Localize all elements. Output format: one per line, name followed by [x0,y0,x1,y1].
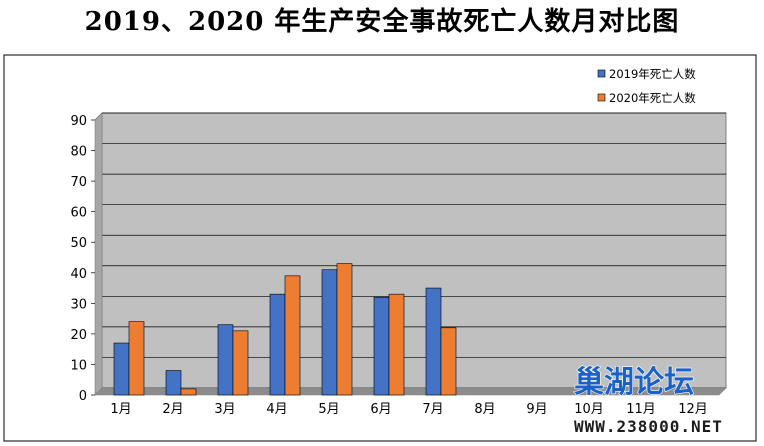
y-tick-label: 10 [70,358,87,373]
legend-swatch-2 [597,93,606,102]
bar-2019年死亡人数-3月 [217,324,234,396]
bar-2020年死亡人数-2月 [180,388,197,396]
x-tick-label: 6月 [370,402,391,417]
bar-2019年死亡人数-1月 [113,342,130,396]
y-tick-label: 60 [70,206,87,221]
legend-label-1: 2019年死亡人数 [609,67,696,81]
x-tick-label: 4月 [266,402,287,417]
bar-2019年死亡人数-7月 [425,287,442,396]
bar-2020年死亡人数-4月 [284,275,301,396]
plot-background [101,112,727,389]
y-tick-label: 70 [70,175,87,190]
x-tick-label: 10月 [574,402,604,417]
y-tick-label: 40 [70,267,87,282]
bar-2020年死亡人数-7月 [440,327,457,396]
y-tick-label: 50 [70,236,87,251]
bar-2019年死亡人数-6月 [373,296,390,396]
bar-2020年死亡人数-1月 [128,321,145,396]
x-tick-label: 9月 [526,402,547,417]
y-tick-label: 0 [79,389,87,404]
legend-swatch-1 [597,69,606,78]
watermark-logo-text: 巢湖论坛 [574,365,694,400]
x-tick-label: 12月 [678,402,708,417]
chart-title: 2019、2020 年生产安全事故死亡人数月对比图 [84,7,680,37]
watermark: 巢湖论坛 WWW.238000.NET [573,364,723,436]
bar-2019年死亡人数-4月 [269,293,286,396]
bar-2020年死亡人数-3月 [232,330,249,396]
bar-2019年死亡人数-5月 [321,269,338,396]
bar-2020年死亡人数-5月 [336,263,353,396]
x-axis-labels: 1月 2月 3月 4月 5月 6月 7月 8月 9月 10月 11月 12月 [110,402,707,417]
x-tick-label: 3月 [214,402,235,417]
watermark-url: WWW.238000.NET [574,417,723,436]
plot-depth-walls [94,112,727,396]
y-tick-label: 30 [70,297,87,312]
bars [113,263,457,396]
x-tick-label: 1月 [110,402,131,417]
legend-label-2: 2020年死亡人数 [609,91,696,105]
bar-2019年死亡人数-2月 [165,370,182,396]
bar-2020年死亡人数-6月 [388,293,405,396]
y-axis-ticks: 0 10 20 30 40 50 60 70 80 90 [70,114,95,404]
legend: 2019年死亡人数 2020年死亡人数 [597,67,696,105]
x-tick-label: 11月 [626,402,656,417]
y-tick-label: 20 [70,328,87,343]
x-tick-label: 2月 [162,402,183,417]
x-tick-label: 8月 [474,402,495,417]
plot-side-wall [94,112,103,396]
x-tick-label: 7月 [422,402,443,417]
x-tick-label: 5月 [318,402,339,417]
y-tick-label: 80 [70,145,87,160]
y-tick-label: 90 [70,114,87,129]
plot-floor [94,387,727,396]
